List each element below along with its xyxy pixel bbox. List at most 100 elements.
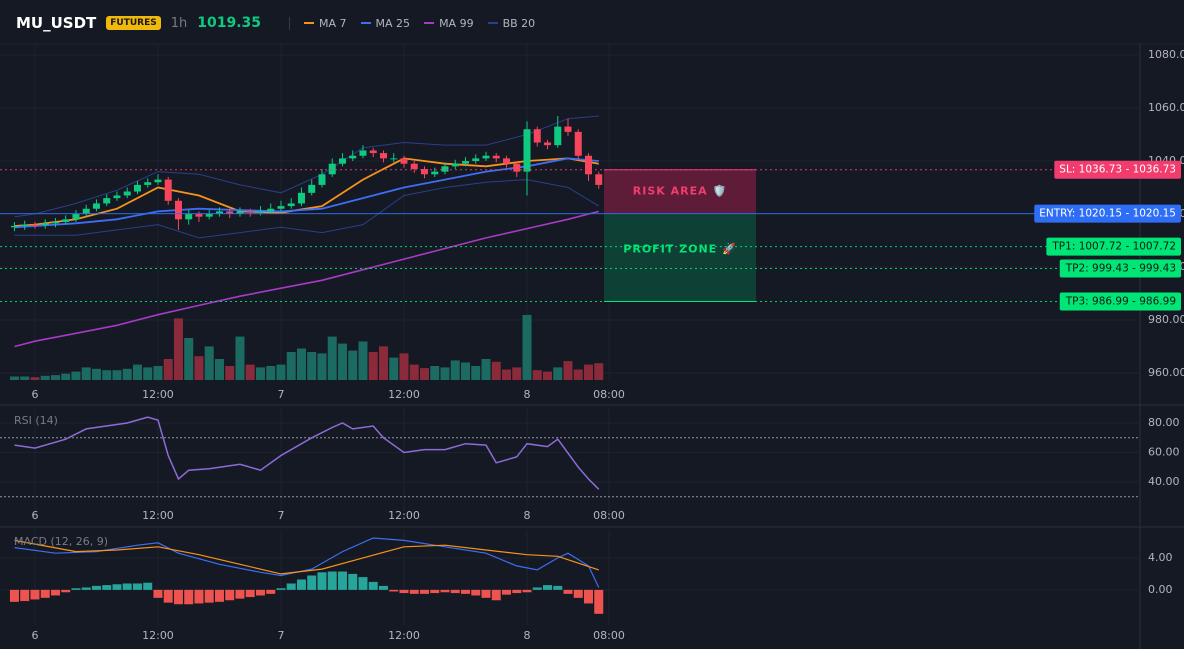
histogram-bar: [584, 589, 594, 604]
histogram-bar: [327, 571, 337, 590]
histogram-bar: [307, 575, 317, 590]
volume-bar: [327, 336, 337, 380]
legend-swatch: [487, 22, 498, 24]
x-tick-label: 12:00: [388, 388, 420, 401]
histogram-bar: [337, 571, 347, 590]
histogram-bar: [348, 573, 358, 590]
header: MU_USDT FUTURES 1h 1019.35 MA 7 MA 25 MA 9…: [16, 12, 535, 34]
legend-item[interactable]: BB 20: [487, 17, 535, 30]
volume-bar: [132, 364, 142, 380]
volume-bar: [61, 373, 71, 380]
volume-bar: [153, 366, 163, 380]
legend-label: MA 7: [319, 16, 347, 30]
histogram-bar: [460, 589, 470, 594]
histogram-bar: [163, 589, 173, 603]
candle-body: [205, 214, 213, 217]
volume-bar: [204, 346, 214, 380]
volume-bar: [368, 352, 378, 380]
x-tick-label: 8: [523, 509, 530, 522]
x-tick-label: 7: [277, 388, 284, 401]
candle-body: [123, 191, 131, 196]
y-tick-label: 80.00: [1148, 416, 1180, 429]
candle-body: [513, 163, 521, 172]
volume-bar: [194, 356, 204, 380]
candle-body: [133, 184, 141, 192]
x-tick-label: 12:00: [142, 629, 174, 642]
volume-bar: [430, 366, 440, 380]
volume-bar: [399, 353, 409, 380]
histogram-bar: [594, 589, 604, 614]
y-tick-label: 4.00: [1148, 551, 1173, 564]
volume-bar: [245, 364, 255, 380]
volume-bar: [266, 366, 276, 380]
histogram-bar: [378, 585, 388, 590]
volume-bar: [522, 314, 532, 380]
y-tick-label: 960.00: [1148, 366, 1184, 379]
level-tag-bg: [1034, 204, 1181, 223]
legend-item[interactable]: MA 25: [360, 17, 410, 30]
candle-body: [451, 163, 459, 167]
volume-bar: [317, 353, 327, 380]
last-price: 1019.35: [197, 15, 262, 31]
interval[interactable]: 1h: [170, 15, 188, 31]
legend-item[interactable]: MA 99: [424, 17, 474, 30]
candle-body: [400, 158, 408, 164]
volume-bar: [214, 359, 224, 380]
histogram-bar: [194, 589, 204, 604]
candle-body: [10, 225, 18, 228]
volume-bar: [225, 366, 235, 380]
candle-body: [277, 206, 285, 209]
x-tick-label: 6: [31, 509, 38, 522]
histogram-bar: [450, 589, 460, 594]
candle-body: [349, 155, 357, 159]
volume-bar: [173, 318, 183, 380]
candle-body: [103, 198, 111, 204]
histogram-bar: [440, 589, 450, 593]
legend-swatch: [424, 22, 435, 24]
level-tag-bg: [1054, 160, 1181, 179]
x-tick-label: 12:00: [388, 629, 420, 642]
histogram-bar: [184, 589, 194, 605]
volume-bar: [163, 359, 173, 380]
volume-bar: [450, 360, 460, 380]
level-tag-label: SL: 1036.73 - 1036.73: [1059, 164, 1176, 176]
histogram-bar: [245, 589, 255, 598]
candle-body: [113, 195, 121, 199]
histogram-bar: [255, 589, 265, 596]
volume-bar: [286, 352, 296, 380]
legend-item[interactable]: MA 7: [304, 17, 347, 30]
level-tag-bg: [1059, 292, 1181, 311]
histogram-bar: [471, 589, 481, 596]
histogram-bar: [20, 589, 30, 602]
y-tick-label: 980.00: [1148, 313, 1184, 326]
volume-bar: [112, 370, 122, 380]
histogram-bar: [204, 589, 214, 603]
x-tick-label: 12:00: [142, 509, 174, 522]
volume-bar: [50, 375, 60, 380]
volume-bar: [20, 376, 30, 380]
candle-body: [431, 171, 439, 175]
volume-bar: [553, 367, 563, 380]
profit-label: PROFIT ZONE 🚀: [623, 243, 736, 256]
histogram-bar: [266, 589, 276, 594]
volume-bar: [235, 336, 245, 380]
volume-bar: [358, 341, 368, 380]
histogram-bar: [522, 589, 532, 593]
volume-bar: [594, 363, 604, 380]
ma-line: [14, 210, 599, 348]
candle-body: [308, 184, 316, 193]
histogram-bar: [91, 585, 101, 590]
histogram-bar: [501, 589, 511, 595]
level-tag-label: ENTRY: 1020.15 - 1020.15: [1039, 208, 1176, 220]
badge: FUTURES: [106, 16, 161, 30]
x-tick-label: 12:00: [388, 509, 420, 522]
histogram-bar: [368, 581, 378, 590]
candle-body: [410, 163, 418, 169]
volume-bar: [40, 375, 50, 380]
legend-swatch: [360, 22, 371, 24]
candle-body: [543, 142, 551, 146]
volume-bar: [378, 346, 388, 380]
volume-bar: [91, 368, 101, 380]
volume-bar: [542, 371, 552, 380]
candle-body: [461, 161, 469, 164]
